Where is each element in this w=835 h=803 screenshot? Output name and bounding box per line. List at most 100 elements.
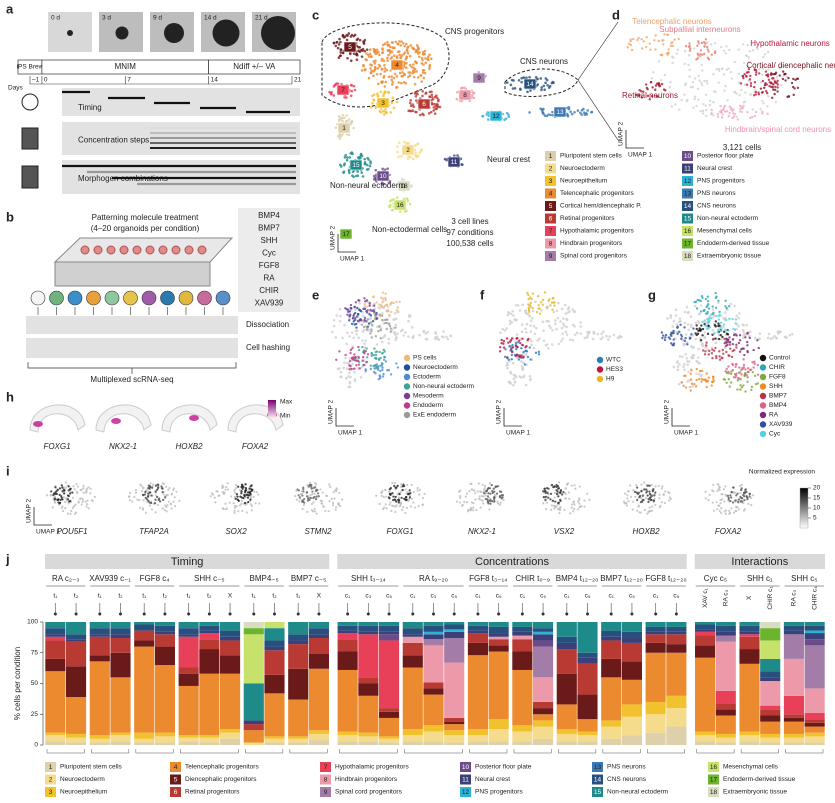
cell [384, 110, 387, 114]
cell [224, 488, 227, 491]
group-bracket [91, 749, 130, 754]
cell [426, 330, 430, 334]
bar-segment [288, 668, 309, 700]
cell [522, 350, 525, 354]
cell [732, 115, 736, 118]
gene-label: TFAP2A [139, 527, 169, 536]
cell [736, 388, 739, 391]
cell [747, 334, 751, 337]
cell [711, 308, 715, 311]
bar-segment [577, 731, 598, 736]
cell [382, 372, 385, 376]
cell [69, 492, 72, 495]
cell [481, 483, 484, 486]
cell [412, 105, 415, 108]
cell [561, 332, 564, 335]
cell [691, 80, 695, 84]
cell [652, 71, 655, 74]
cell [650, 509, 654, 512]
cell [651, 86, 654, 89]
cell [667, 51, 670, 55]
zoom-line [577, 21, 619, 81]
legend-number: 17 [710, 777, 718, 784]
bar-segment [556, 649, 577, 674]
bar-segment [379, 625, 400, 632]
cell [520, 346, 523, 350]
cell [565, 333, 569, 336]
cell [150, 494, 153, 497]
cell [733, 90, 736, 94]
cell [658, 84, 662, 88]
cell [381, 366, 384, 369]
cell [646, 512, 649, 515]
cell [222, 485, 225, 488]
cell [551, 308, 554, 311]
cell [705, 114, 708, 118]
bar-segment [533, 726, 554, 739]
cell [757, 91, 760, 94]
cell [355, 315, 359, 318]
cell [381, 312, 384, 315]
legend-swatch [460, 774, 471, 785]
bar-segment [243, 730, 264, 743]
cell-cloud [684, 38, 717, 61]
cell [389, 373, 393, 376]
bar-segment [467, 655, 488, 730]
cell [509, 83, 513, 87]
cell [455, 500, 459, 503]
cell [80, 503, 83, 506]
bar-segment [645, 652, 666, 702]
bar-segment [783, 625, 804, 631]
bar-segment [243, 683, 264, 721]
cell [308, 483, 311, 487]
cell [233, 504, 237, 508]
cell [653, 494, 656, 497]
legend-label: PS cells [413, 355, 437, 362]
cell [751, 494, 755, 497]
cell [85, 505, 88, 508]
cell [635, 484, 638, 487]
bar-segment [760, 681, 781, 706]
cell [381, 80, 384, 83]
cell [747, 56, 750, 59]
cell [501, 494, 505, 497]
cell [715, 356, 718, 360]
legend-label: Hypothalamic progenitors [335, 764, 409, 771]
cell [360, 339, 364, 342]
cell [424, 91, 428, 95]
condition-icon [541, 612, 545, 616]
bar-segment [89, 636, 110, 656]
cell [791, 332, 794, 336]
well [80, 245, 90, 255]
cell [74, 511, 78, 514]
cell [404, 42, 408, 46]
bar-segment [358, 741, 379, 745]
cell [705, 385, 708, 389]
cell [359, 375, 363, 379]
cell [651, 494, 654, 497]
cell [697, 74, 700, 78]
group-bracket [289, 749, 328, 754]
cell [546, 305, 549, 309]
bar-segment [220, 729, 241, 733]
section-outline [95, 404, 152, 433]
cell [313, 510, 317, 513]
cell [482, 488, 486, 491]
cell [408, 63, 412, 67]
cell [347, 118, 351, 121]
cell [466, 509, 470, 512]
cell [369, 321, 373, 324]
cell [397, 496, 401, 499]
cluster-number: 15 [352, 162, 360, 169]
legend-swatch [682, 213, 693, 224]
cell [687, 54, 691, 57]
cell [718, 350, 721, 353]
cell [515, 318, 519, 322]
cell [541, 320, 545, 324]
cell [392, 106, 396, 110]
cell [393, 311, 397, 315]
bar-segment [739, 636, 760, 650]
cell [460, 163, 463, 166]
cell [630, 48, 634, 52]
bar-segment [288, 699, 309, 737]
